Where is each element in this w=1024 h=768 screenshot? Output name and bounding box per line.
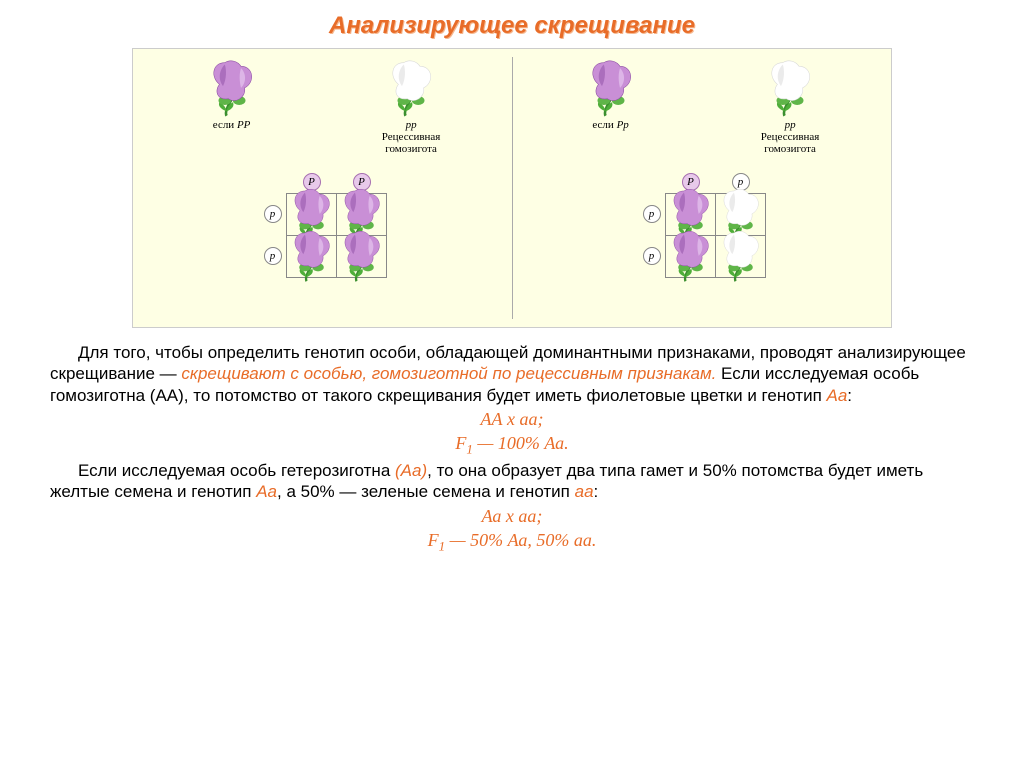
punnett-cell	[286, 235, 337, 278]
gamete-circle: p	[643, 205, 661, 223]
p1-italic: Аа	[827, 386, 848, 405]
p1-text-c: :	[847, 386, 852, 405]
equation-2b: F1 — 50% Аа, 50% аа.	[50, 529, 974, 555]
equation-2a: Аа х аа;	[50, 505, 974, 528]
flower-icon	[205, 57, 259, 117]
parents-row: если PP pp Рецессивнаягомозигота	[143, 57, 502, 167]
punnett-cell	[336, 235, 387, 278]
p2-text-c: , а 50% — зеленые семена и генотип	[277, 482, 575, 501]
parent-label: pp	[406, 119, 417, 131]
flower-icon	[584, 57, 638, 117]
row-gamete: p	[258, 193, 287, 236]
parent-sublabel: Рецессивнаягомозигота	[382, 131, 441, 155]
gamete-circle: p	[264, 247, 282, 265]
p2-italic-3: аа	[575, 482, 594, 501]
flower-icon	[337, 225, 386, 285]
gamete-circle: p	[643, 247, 661, 265]
row-gamete: p	[637, 193, 666, 236]
gamete-circle: p	[264, 205, 282, 223]
punnett-cell	[715, 235, 766, 278]
parent-flower: pp Рецессивнаягомозигота	[761, 57, 820, 155]
p2-italic-2: Аа	[256, 482, 277, 501]
diagram-right: если Pp pp Рецессивнаягомозигота Ppp	[512, 49, 891, 327]
paragraph-1: Для того, чтобы определить генотип особи…	[50, 342, 974, 406]
parent-flower: если Pp	[584, 57, 638, 131]
punnett-cell	[665, 235, 716, 278]
p2-italic-1: (Аа)	[395, 461, 427, 480]
parent-sublabel: Рецессивнаягомозигота	[761, 131, 820, 155]
parent-label: pp	[785, 119, 796, 131]
p1-highlight: скрещивают с особью, гомозиготной по рец…	[181, 364, 716, 383]
flower-icon	[716, 225, 765, 285]
punnett-square: PPp p	[143, 171, 502, 277]
body-text: Для того, чтобы определить генотип особи…	[0, 328, 1024, 555]
equation-1a: АА х аа;	[50, 408, 974, 431]
page-title: Анализирующее скрещивание	[0, 0, 1024, 48]
parent-label: если Pp	[592, 119, 628, 131]
flower-icon	[763, 57, 817, 117]
diagram-left: если PP pp Рецессивнаягомозигота PPp	[133, 49, 512, 327]
parent-flower: если PP	[205, 57, 259, 131]
equation-1b: F1 — 100% Аа.	[50, 432, 974, 458]
p2-text-a: Если исследуемая особь гетерозиготна	[78, 461, 395, 480]
flower-icon	[287, 225, 336, 285]
flower-icon	[384, 57, 438, 117]
diagram-box: если PP pp Рецессивнаягомозигота PPp	[132, 48, 892, 328]
flower-icon	[666, 225, 715, 285]
parents-row: если Pp pp Рецессивнаягомозигота	[522, 57, 881, 167]
row-gamete: p	[637, 235, 666, 278]
paragraph-2: Если исследуемая особь гетерозиготна (Аа…	[50, 460, 974, 503]
parent-flower: pp Рецессивнаягомозигота	[382, 57, 441, 155]
p2-text-d: :	[594, 482, 599, 501]
row-gamete: p	[258, 235, 287, 278]
parent-label: если PP	[213, 119, 251, 131]
punnett-square: Ppp p	[522, 171, 881, 277]
